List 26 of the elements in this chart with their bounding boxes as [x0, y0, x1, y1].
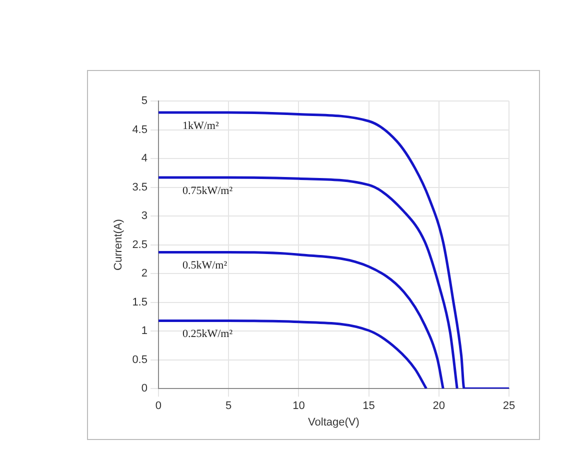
series-label: 0.5kW/m²	[182, 260, 228, 272]
series-label: 1kW/m²	[182, 120, 220, 132]
x-tick-label: 0	[155, 400, 162, 412]
y-tick-label: 1.5	[132, 296, 148, 308]
line-series	[158, 319, 428, 389]
y-tick-label: 3.5	[132, 181, 148, 194]
y-tick-label: 2.5	[132, 238, 148, 251]
y-tick-label: 3	[141, 210, 148, 222]
series-label: 0.75kW/m²	[182, 184, 234, 197]
y-tick-label: 5	[141, 95, 148, 108]
y-tick-label: 1	[141, 325, 148, 338]
x-tick-label: 15	[362, 400, 375, 412]
y-tick-label: 4.5	[132, 124, 148, 136]
x-tick-label: 10	[292, 400, 305, 412]
x-tick-label: 5	[226, 400, 232, 412]
y-axis-title: Current(A)	[112, 219, 125, 270]
y-tick-label: 4	[141, 152, 148, 165]
line-series	[158, 176, 458, 389]
line-series	[158, 251, 444, 389]
y-tick-label: 0	[141, 382, 148, 395]
x-axis-title: Voltage(V)	[308, 416, 360, 428]
series-label: 0.25kW/m²	[182, 328, 234, 340]
y-tick-label: 0.5	[132, 354, 148, 366]
x-tick-label: 25	[502, 400, 516, 412]
y-tick-label: 2	[141, 268, 148, 280]
x-tick-label: 20	[432, 400, 446, 412]
